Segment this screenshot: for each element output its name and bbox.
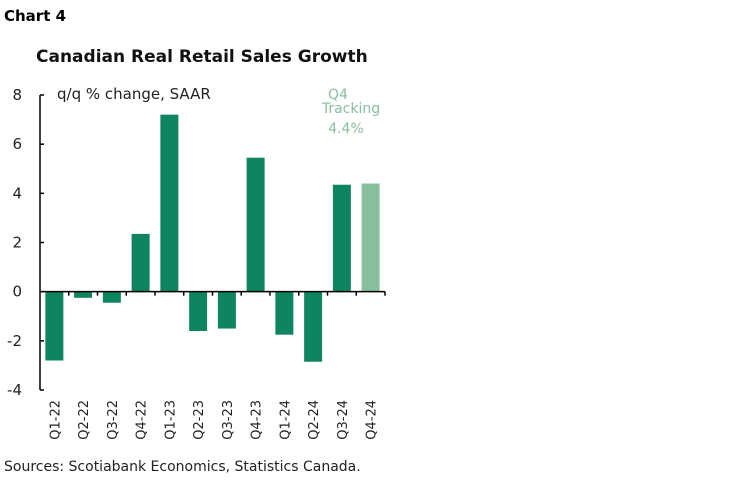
x-tick-label: Q4-24 <box>365 400 380 440</box>
bar-Q2-23 <box>189 291 208 331</box>
y-tick-label: 0 <box>12 283 22 301</box>
bar-Q1-22 <box>45 291 64 361</box>
x-tick-label: Q2-23 <box>192 400 207 440</box>
bar-Q4-24 <box>361 183 380 292</box>
y-axis-label: q/q % change, SAAR <box>57 85 211 103</box>
x-tick-label: Q2-24 <box>307 400 322 440</box>
x-tick-label: Q3-22 <box>106 400 121 440</box>
x-tick-label: Q1-22 <box>48 400 63 440</box>
x-tick-label: Q1-23 <box>163 400 178 440</box>
y-tick-label: 4 <box>12 184 22 202</box>
annotation-line-2: Tracking <box>321 101 380 117</box>
y-tick-label: 8 <box>12 86 22 104</box>
x-tick-label: Q2-22 <box>77 400 92 440</box>
annotation-line-3: 4.4% <box>328 121 364 137</box>
bar-Q3-22 <box>102 291 121 303</box>
x-tick-label: Q3-24 <box>336 400 351 440</box>
y-tick-label: -2 <box>7 332 22 350</box>
bar-Q4-23 <box>246 157 265 292</box>
y-tick-label: 6 <box>12 135 22 153</box>
annotation-line-1: Q4 <box>328 87 348 103</box>
bar-Q2-24 <box>304 291 323 362</box>
bar-Q2-22 <box>74 291 93 298</box>
x-tick-label: Q4-23 <box>250 400 265 440</box>
bar-Q1-24 <box>275 291 294 335</box>
y-tick-label: 2 <box>12 234 22 252</box>
bar-Q1-23 <box>160 114 179 292</box>
chart-label: Chart 4 <box>4 7 66 25</box>
chart-title: Canadian Real Retail Sales Growth <box>36 47 368 67</box>
x-tick-label: Q1-24 <box>278 400 293 440</box>
y-tick-label: -4 <box>7 381 22 399</box>
x-tick-label: Q4-22 <box>135 400 150 440</box>
bar-Q3-23 <box>217 291 236 329</box>
bar-Q3-24 <box>332 184 351 292</box>
x-tick-label: Q3-23 <box>221 400 236 440</box>
source-note: Sources: Scotiabank Economics, Statistic… <box>4 459 361 475</box>
bar-Q4-22 <box>131 233 150 292</box>
